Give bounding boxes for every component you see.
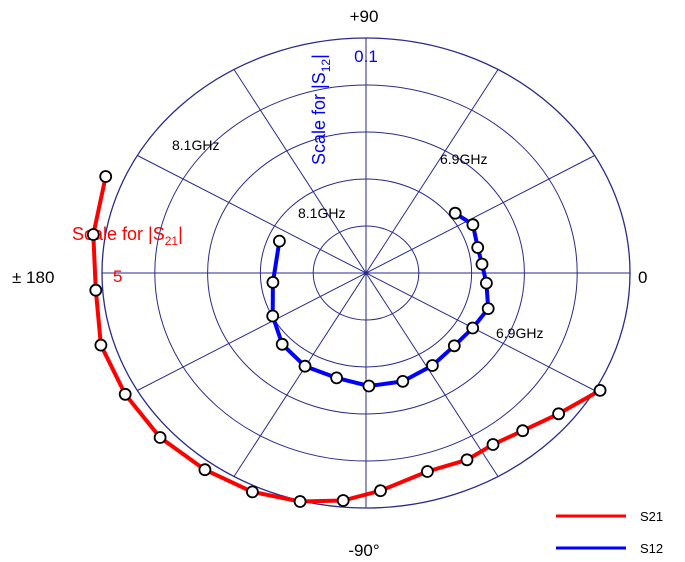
data-point-s21-14: [89, 283, 103, 297]
data-point-s21-13: [94, 338, 108, 352]
data-point-s12-11: [330, 371, 344, 385]
angle-label-right: 0: [638, 268, 647, 287]
s12-scale-sub: 12: [319, 59, 333, 73]
data-point-s12-6: [466, 321, 480, 335]
data-point-s21-8: [293, 495, 307, 508]
data-point-s12-14: [266, 309, 280, 323]
freq-label-s21-end: 8.1GHz: [172, 137, 219, 153]
data-point-s12-0: [448, 206, 462, 220]
data-point-s12-5: [481, 302, 495, 316]
data-point-s21-16: [99, 170, 113, 183]
data-point-s12-9: [396, 374, 410, 388]
data-point-s21-10: [198, 463, 212, 477]
angle-label-top: +90: [350, 7, 379, 26]
angle-label-left: ± 180: [12, 268, 54, 287]
s12-scale-value: 0.1: [354, 47, 378, 66]
data-point-s12-12: [298, 359, 312, 373]
data-point-s12-10: [362, 379, 376, 393]
s21-scale-value: 5: [113, 267, 122, 286]
data-point-s21-6: [374, 484, 387, 498]
series-layer: 6.9GHz 8.1GHz 6.9GHz 8.1GHz: [86, 137, 607, 508]
data-point-s21-15: [86, 228, 100, 241]
data-point-s21-11: [153, 431, 167, 444]
grid-spoke-150: [137, 155, 595, 391]
s12-scale-label: Scale for |S12|: [309, 54, 333, 165]
data-point-s21-0: [593, 383, 607, 397]
data-point-s12-13: [275, 337, 289, 351]
data-point-s21-7: [336, 494, 350, 507]
data-point-s21-9: [245, 485, 259, 499]
data-point-s21-2: [516, 424, 530, 438]
data-point-s12-7: [447, 339, 461, 353]
polar-grid: [101, 37, 631, 509]
data-point-s21-1: [552, 407, 565, 421]
freq-label-s12-end: 8.1GHz: [298, 205, 345, 221]
freq-label-s21-start: 6.9GHz: [496, 325, 543, 341]
data-point-s12-16: [272, 234, 286, 248]
data-point-s21-5: [420, 465, 434, 478]
data-point-s21-4: [460, 453, 474, 467]
s21-scale-tail: |: [178, 224, 183, 244]
data-point-s12-8: [425, 359, 439, 372]
data-point-s12-3: [475, 257, 489, 271]
legend: S21 S12: [556, 509, 663, 556]
data-point-s12-4: [479, 276, 493, 290]
data-point-s21-3: [486, 438, 500, 451]
legend-label-s12: S12: [640, 541, 663, 556]
angle-label-bottom: -90°: [348, 541, 379, 560]
legend-label-s21: S21: [640, 509, 663, 524]
s12-scale-tail: |: [309, 54, 329, 59]
data-point-s12-15: [266, 275, 280, 289]
data-point-s12-1: [466, 218, 480, 232]
data-point-s12-2: [471, 241, 485, 254]
freq-label-s12-start: 6.9GHz: [440, 151, 487, 167]
s21-scale-sub: 21: [165, 234, 179, 248]
data-point-s21-12: [118, 387, 132, 401]
